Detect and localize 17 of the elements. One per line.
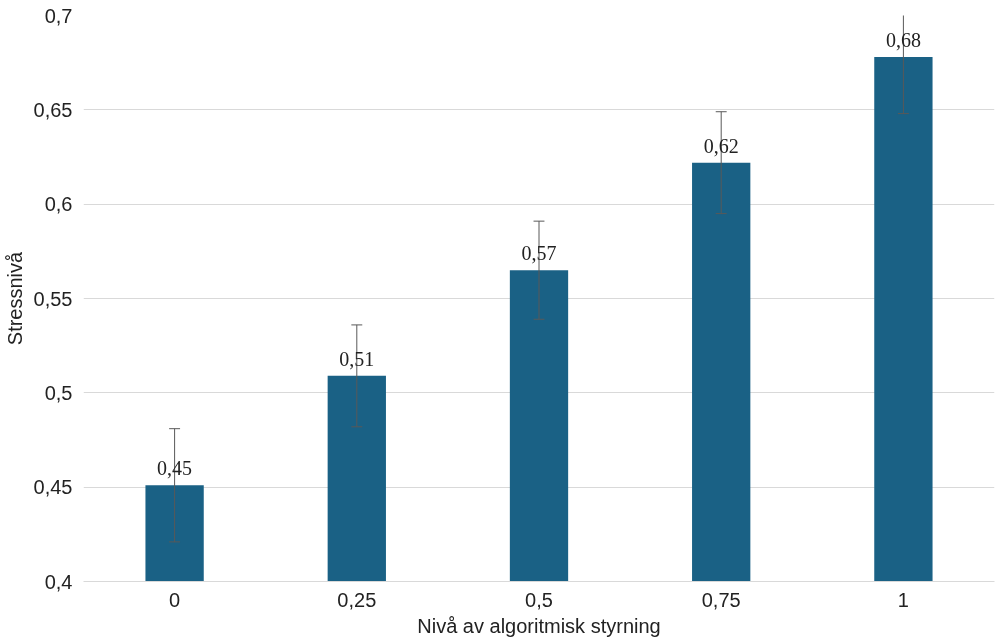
y-tick-label: 0,45 (33, 476, 73, 499)
y-tick-label: 0,4 (44, 570, 73, 593)
y-tick-label: 0,7 (44, 4, 73, 27)
x-tick-label: 0 (169, 588, 181, 611)
x-tick-label: 0,5 (525, 588, 553, 611)
x-tick-label: 1 (897, 588, 909, 611)
y-tick-label: 0,65 (33, 98, 73, 121)
y-axis-title: Stressnivå (3, 250, 26, 346)
x-tick-label: 0,75 (701, 588, 741, 611)
y-tick-label: 0,5 (44, 381, 73, 404)
data-label: 0,57 (521, 242, 557, 265)
y-tick-label: 0,6 (44, 193, 73, 216)
y-tick-label: 0,55 (33, 287, 73, 310)
data-label: 0,51 (339, 347, 375, 370)
data-label: 0,62 (703, 134, 739, 157)
x-axis-title: Nivå av algoritmisk styrning (417, 614, 661, 637)
x-tick-label: 0,25 (337, 588, 377, 611)
